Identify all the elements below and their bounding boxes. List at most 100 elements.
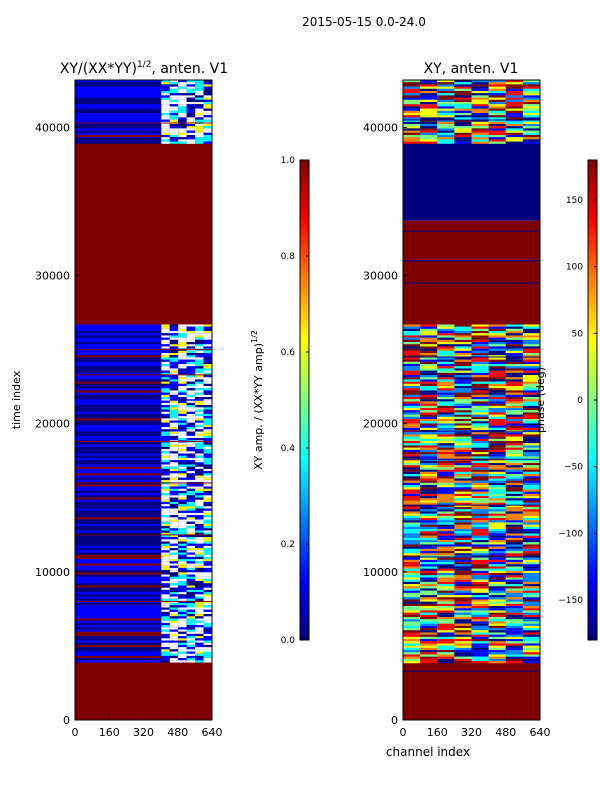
phase-cell [488, 86, 506, 89]
amp-cell [186, 479, 196, 483]
amp-cell [186, 647, 196, 650]
amp-cell [203, 556, 212, 560]
phase-cell [488, 350, 506, 354]
phase-cell [437, 540, 455, 543]
amp-cell [169, 565, 179, 568]
phase-cell [403, 388, 421, 391]
phase-cell [488, 419, 506, 422]
amp-cell [178, 537, 187, 540]
phase-cell [454, 619, 472, 622]
amp-cell [186, 581, 196, 584]
amp-cell [169, 528, 179, 531]
phase-cell [471, 661, 489, 664]
amp-cell [161, 357, 170, 360]
amp-row [75, 530, 162, 533]
phase-cell [403, 557, 421, 560]
amp-cell [203, 607, 212, 610]
amp-cell [169, 605, 179, 608]
phase-cell [403, 469, 421, 472]
phase-cell [522, 630, 540, 633]
phase-cell [505, 381, 523, 384]
amp-cell [161, 561, 170, 564]
amp-cell [178, 589, 187, 593]
phase-cell [420, 491, 438, 494]
amp-row [75, 355, 162, 358]
phase-cell [403, 128, 421, 131]
amp-cell [195, 570, 204, 573]
amp-cell [169, 556, 179, 560]
amp-cell [169, 386, 179, 389]
amp-cell [178, 117, 187, 120]
amp-cell [186, 400, 196, 403]
amp-cell [186, 649, 196, 652]
phase-cell [471, 540, 489, 543]
phase-cell [420, 603, 438, 607]
phase-cell [522, 568, 540, 571]
phase-cell [522, 586, 540, 589]
phase-cell [420, 590, 438, 593]
amp-cell [178, 651, 187, 654]
amp-row [75, 490, 162, 494]
phase-cell [420, 124, 438, 127]
amp-cell [195, 523, 204, 527]
phase-cell [454, 117, 472, 120]
phase-cell [454, 476, 472, 479]
phase-cell [505, 474, 523, 477]
phase-cell [488, 570, 506, 574]
amp-row [75, 95, 162, 98]
amp-cell [169, 530, 179, 533]
phase-cell [471, 328, 489, 332]
phase-cell [522, 584, 540, 587]
phase-cell [522, 577, 540, 580]
phase-cell [522, 368, 540, 371]
phase-cell [505, 124, 523, 127]
amp-cell [169, 350, 179, 354]
phase-cell [437, 405, 455, 409]
phase-cell [488, 597, 506, 600]
phase-cell [505, 106, 523, 109]
amp-cell [161, 506, 170, 509]
phase-cell [505, 443, 523, 446]
amp-cell [161, 416, 170, 419]
phase-cell [488, 595, 506, 598]
phase-cell [505, 579, 523, 582]
phase-cell [403, 80, 421, 83]
phase-cell [505, 496, 523, 499]
amp-cell [203, 359, 212, 362]
amp-cell [161, 614, 170, 617]
amp-row [75, 418, 162, 421]
phase-cell [420, 504, 438, 508]
phase-cell [522, 390, 540, 393]
amp-cell [161, 600, 170, 604]
phase-cell [505, 590, 523, 593]
amp-cell [178, 413, 187, 417]
phase-cell [488, 650, 506, 653]
phase-cell [505, 88, 523, 91]
amp-cell [186, 457, 196, 461]
amp-cell [203, 583, 212, 586]
amp-cell [186, 572, 196, 575]
phase-cell [522, 434, 540, 437]
phase-cell [471, 361, 489, 365]
amp-cell [203, 344, 212, 347]
phase-cell [454, 99, 472, 102]
phase-cell [403, 416, 421, 420]
amp-row [75, 337, 162, 340]
amp-cell [186, 495, 196, 498]
phase-cell [420, 537, 438, 541]
amp-cell [186, 563, 196, 566]
phase-cell [437, 471, 455, 475]
amp-cell [186, 611, 196, 615]
phase-cell [403, 592, 421, 596]
amp-cell [169, 495, 179, 498]
amp-cell [169, 512, 179, 516]
amp-cell [195, 442, 204, 445]
amp-cell [203, 409, 212, 412]
phase-cell [488, 117, 506, 120]
phase-cell [471, 482, 489, 486]
amp-cell [186, 141, 196, 144]
amp-cell [203, 339, 212, 343]
phase-cell [437, 614, 455, 618]
amp-cell [161, 333, 170, 336]
